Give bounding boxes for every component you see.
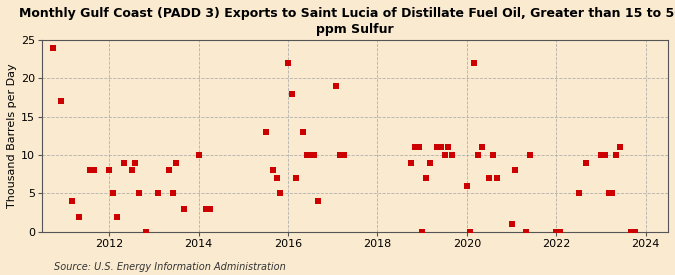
Point [55,99,66,103]
Y-axis label: Thousand Barrels per Day: Thousand Barrels per Day [7,64,17,208]
Point [435,145,446,150]
Point [573,191,584,196]
Point [551,230,562,234]
Point [521,230,532,234]
Point [626,230,637,234]
Point [510,168,520,173]
Point [302,153,313,157]
Text: Source: U.S. Energy Information Administration: Source: U.S. Energy Information Administ… [54,262,286,272]
Point [629,230,640,234]
Point [421,176,431,180]
Title: Monthly Gulf Coast (PADD 3) Exports to Saint Lucia of Distillate Fuel Oil, Great: Monthly Gulf Coast (PADD 3) Exports to S… [19,7,675,36]
Point [171,161,182,165]
Point [130,161,140,165]
Point [465,230,476,234]
Point [111,214,122,219]
Point [595,153,606,157]
Point [416,230,427,234]
Point [48,45,59,50]
Point [205,207,215,211]
Point [339,153,350,157]
Point [141,230,152,234]
Point [119,161,130,165]
Point [614,145,625,150]
Point [201,207,212,211]
Point [283,61,294,65]
Point [298,130,308,134]
Point [431,145,442,150]
Point [439,153,450,157]
Point [261,130,271,134]
Point [469,61,480,65]
Point [271,176,282,180]
Point [268,168,279,173]
Point [178,207,189,211]
Point [107,191,118,196]
Point [409,145,420,150]
Point [335,153,346,157]
Point [491,176,502,180]
Point [472,153,483,157]
Point [599,153,610,157]
Point [89,168,100,173]
Point [67,199,78,203]
Point [607,191,618,196]
Point [406,161,416,165]
Point [313,199,323,203]
Point [484,176,495,180]
Point [163,168,174,173]
Point [413,145,424,150]
Point [506,222,517,226]
Point [477,145,487,150]
Point [134,191,144,196]
Point [74,214,84,219]
Point [581,161,592,165]
Point [610,153,621,157]
Point [193,153,204,157]
Point [104,168,115,173]
Point [487,153,498,157]
Point [462,184,472,188]
Point [331,84,342,88]
Point [126,168,137,173]
Point [443,145,454,150]
Point [554,230,565,234]
Point [447,153,458,157]
Point [290,176,301,180]
Point [275,191,286,196]
Point [308,153,319,157]
Point [167,191,178,196]
Point [425,161,435,165]
Point [525,153,536,157]
Point [85,168,96,173]
Point [603,191,614,196]
Point [305,153,316,157]
Point [286,92,297,96]
Point [152,191,163,196]
